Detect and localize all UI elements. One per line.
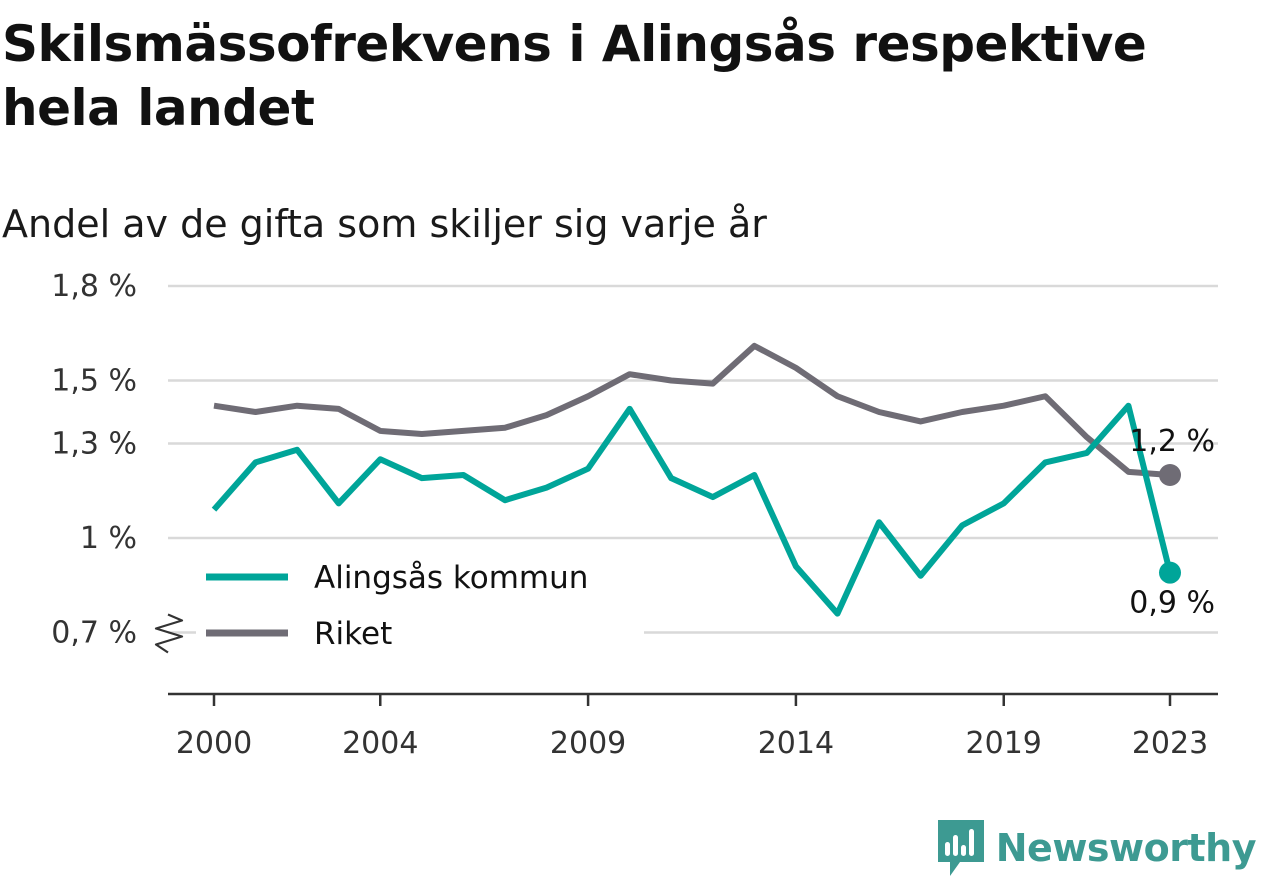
legend-label: Alingsås kommun: [314, 560, 588, 596]
x-tick-label: 2000: [176, 726, 252, 761]
y-axis-tick-labels: 0,7 % 1 % 1,3 % 1,5 % 1,8 %: [51, 269, 184, 654]
chart-title: Skilsmässofrekvens i Alingsås respektive…: [2, 15, 1147, 137]
end-labels: 1,2 % 0,9 %: [1129, 424, 1215, 621]
series-line: [213, 342, 1171, 478]
y-tick-label: 1,8 %: [51, 269, 137, 304]
legend: Alingsås kommun Riket: [196, 548, 644, 668]
x-tick-label: 2009: [550, 726, 626, 761]
x-tick-label: 2019: [966, 726, 1042, 761]
x-tick-label: 2014: [758, 726, 834, 761]
series-line: [211, 402, 1173, 617]
x-axis: [168, 692, 1218, 706]
legend-background: [196, 548, 644, 668]
y-tick-label: 1,3 %: [51, 427, 137, 462]
end-label: 0,9 %: [1129, 586, 1215, 621]
y-tick-label: 1,5 %: [51, 364, 137, 399]
y-tick-label: 0,7 %: [51, 616, 137, 651]
brand: Newsworthy: [936, 818, 1257, 878]
axis-break-icon: [154, 613, 184, 654]
legend-label: Riket: [314, 616, 392, 652]
x-tick-label: 2004: [342, 726, 418, 761]
series-end-point: [1159, 561, 1181, 584]
chart-subtitle: Andel av de gifta som skiljer sig varje …: [2, 202, 767, 246]
y-tick-label: 1 %: [80, 521, 137, 556]
series-end-point: [1159, 464, 1181, 486]
series-lines: [211, 342, 1181, 617]
newsworthy-logo-icon: [937, 820, 984, 876]
end-label: 1,2 %: [1129, 424, 1215, 459]
x-tick-label: 2023: [1132, 726, 1208, 761]
brand-name: Newsworthy: [995, 826, 1257, 870]
x-axis-tick-labels: 2000 2004 2009 2014 2019 2023: [176, 726, 1208, 761]
